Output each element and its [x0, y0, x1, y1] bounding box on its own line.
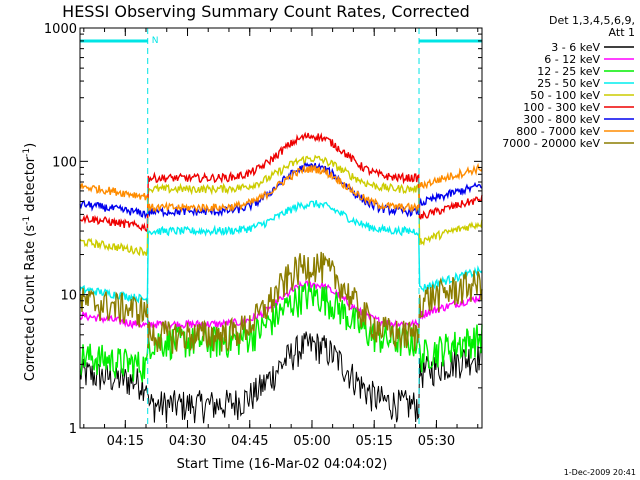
legend-entry-label: 6 - 12 keV [544, 53, 600, 66]
y-axis-label-sup1: -1 [22, 216, 32, 225]
legend-header-line: Det 1,3,4,5,6,9, [549, 14, 635, 27]
svg-text:Corrected Count Rate (s-1 dete: Corrected Count Rate (s-1 detector-1) [22, 143, 38, 381]
x-tick-label: 05:00 [293, 434, 330, 449]
timestamp-stamp: 1-Dec-2009 20:41 [564, 468, 636, 477]
y-tick-label: 1 [69, 422, 77, 437]
chart-title: HESSI Observing Summary Count Rates, Cor… [62, 2, 470, 21]
series-line-1 [79, 331, 483, 424]
axes: 1 10 100 1000 04:15 04:30 04:45 05:00 05:15 05:30 [44, 22, 483, 449]
legend-entry-label: 300 - 800 keV [523, 113, 600, 126]
y-axis-label-main: Corrected Count Rate (s [23, 225, 38, 382]
series-line-5 [79, 154, 483, 257]
y-tick-label: 1000 [44, 22, 77, 37]
legend-header-line: Att 1 [609, 26, 635, 39]
legend-entry-label: 50 - 100 keV [530, 89, 600, 102]
x-tick-label: 04:30 [169, 434, 206, 449]
x-axis-label: Start Time (16-Mar-02 04:04:02) [177, 457, 388, 472]
legend-entry-label: 25 - 50 keV [537, 77, 600, 90]
series-line-6 [79, 131, 483, 233]
flag-label: N [152, 36, 159, 46]
y-axis-label-end: ) [23, 143, 38, 148]
legend-entry-label: 800 - 7000 keV [516, 125, 600, 138]
y-tick-label: 10 [60, 289, 77, 304]
x-tick-label: 04:15 [107, 434, 144, 449]
y-axis-label-mid: detector [23, 156, 38, 216]
legend-entry-label: 12 - 25 keV [537, 65, 600, 78]
y-tick-label: 100 [52, 155, 77, 170]
x-tick-label: 05:15 [355, 434, 392, 449]
legend-entry-label: 7000 - 20000 keV [502, 137, 600, 150]
series-line-2 [79, 280, 483, 331]
legend-entry-label: 3 - 6 keV [551, 41, 600, 54]
series-line-8 [79, 162, 483, 213]
x-tick-label: 05:30 [418, 434, 455, 449]
x-tick-label: 04:45 [231, 434, 268, 449]
plot-area: N [79, 28, 483, 428]
series-line-9 [79, 251, 483, 354]
y-axis-label-sup2: -1 [22, 148, 32, 157]
y-axis-label: Corrected Count Rate (s-1 detector-1) [22, 143, 38, 381]
series-line-7 [79, 161, 483, 220]
plot-frame [79, 27, 483, 429]
legend-entry-label: 100 - 300 keV [523, 101, 600, 114]
